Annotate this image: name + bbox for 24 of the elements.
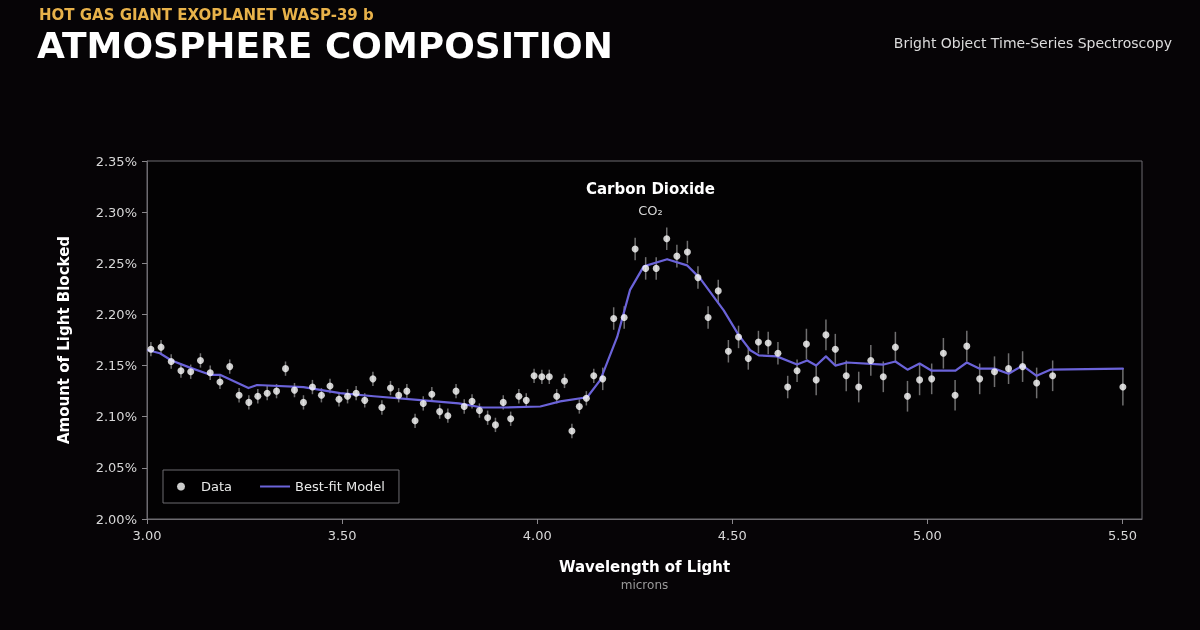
legend-label: Best-fit Model (295, 479, 385, 494)
x-tick-label: 3.50 (327, 528, 357, 543)
y-tick-label: 2.10% (95, 409, 137, 425)
chart-subtitle: HOT GAS GIANT EXOPLANET WASP-39 b (39, 5, 374, 24)
y-tick-label: 2.05% (95, 460, 137, 476)
annotation: Carbon Dioxide (585, 180, 716, 198)
annotation: CO₂ (638, 202, 663, 218)
legend-label: Data (201, 479, 233, 494)
y-axis-title: Amount of Light Blocked (54, 235, 73, 445)
x-tick-label: 5.50 (1108, 528, 1137, 543)
chart-title: ATMOSPHERE COMPOSITION (37, 24, 613, 66)
text: Bright Object Time-Series Spectroscopy (893, 35, 1173, 51)
x-tick-label: 3.00 (132, 528, 162, 543)
x-axis-title: Wavelength of Light (558, 557, 731, 576)
y-tick-label: 2.00% (95, 511, 137, 527)
x-tick-label: 4.50 (717, 528, 747, 543)
y-tick-label: 2.15% (95, 358, 137, 374)
x-tick-label: 5.00 (912, 528, 942, 543)
y-tick-label: 2.20% (95, 306, 137, 322)
x-tick-label: 4.00 (522, 528, 552, 543)
y-tick-label: 2.25% (95, 255, 137, 271)
text: microns (620, 578, 669, 592)
y-tick-label: 2.35% (95, 153, 137, 169)
y-tick-label: 2.30% (95, 204, 137, 220)
